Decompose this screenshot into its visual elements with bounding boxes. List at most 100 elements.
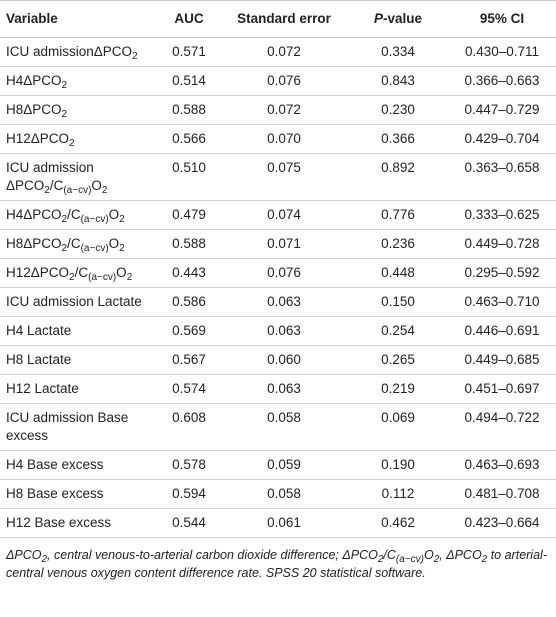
column-header: Variable	[0, 0, 158, 38]
variable-cell: H12 Base excess	[0, 508, 158, 538]
subscript: 2	[126, 272, 133, 283]
se-cell: 0.076	[220, 258, 348, 288]
variable-cell: ICU admission Base excess	[0, 403, 158, 451]
ci-cell: 0.430–0.711	[448, 37, 556, 67]
p-cell: 0.230	[348, 95, 448, 125]
text: ICU admission Lactate	[6, 294, 142, 309]
ci-cell: 0.449–0.728	[448, 229, 556, 259]
table-row: H4ΔPCO2/C(a−cv)O2 0.479 0.074 0.776 0.333–0.…	[0, 200, 556, 230]
footnote: ΔPCO2, central venous-to-arterial carbon…	[0, 538, 556, 582]
text: ΔPCO	[6, 548, 42, 562]
text: to arterial-central venous oxygen conten…	[6, 548, 547, 580]
variable-cell: H12ΔPCO2	[0, 124, 158, 154]
p-cell: 0.150	[348, 287, 448, 317]
text: /C	[383, 548, 396, 562]
header-row: Variable AUC Standard error P-value 95% CI	[0, 0, 556, 38]
table-row: H4 Base excess 0.578 0.059 0.190 0.463–0.693	[0, 450, 556, 480]
subscript: 2	[69, 272, 75, 283]
text: H4 Base excess	[6, 457, 104, 472]
variable-cell: H4ΔPCO2	[0, 66, 158, 96]
text: ICU admission ΔPCO	[6, 160, 94, 193]
text: Variable	[6, 11, 58, 26]
ci-cell: 0.366–0.663	[448, 66, 556, 96]
subscript: (a−cv)	[395, 554, 424, 565]
subscript: (a−cv)	[80, 243, 109, 254]
text: H8ΔPCO	[6, 102, 62, 117]
p-cell: 0.236	[348, 229, 448, 259]
text: ICU admissionΔPCO	[6, 44, 133, 59]
text: O	[423, 548, 434, 562]
variable-cell: H4 Base excess	[0, 450, 158, 480]
text: /C	[67, 207, 81, 222]
variable-cell: H4ΔPCO2/C(a−cv)O2	[0, 200, 158, 230]
text: H12ΔPCO	[6, 265, 70, 280]
p-cell: 0.892	[348, 153, 448, 201]
table-row: H12 Lactate 0.574 0.063 0.219 0.451–0.697	[0, 374, 556, 404]
subscript: 2	[377, 554, 384, 565]
text: O	[116, 265, 127, 280]
text: /C	[67, 236, 81, 251]
subscript: 2	[44, 185, 50, 196]
subscript: 2	[61, 243, 68, 254]
ci-cell: 0.463–0.710	[448, 287, 556, 317]
auc-cell: 0.479	[158, 200, 220, 230]
text: /C	[49, 178, 64, 193]
subscript: 2	[481, 554, 488, 565]
table-row: H8 Base excess 0.594 0.058 0.112 0.481–0.708	[0, 479, 556, 509]
text: 95% CI	[479, 11, 525, 26]
ci-cell: 0.451–0.697	[448, 374, 556, 404]
text: H8ΔPCO	[6, 236, 62, 251]
table-row: H8ΔPCO2 0.588 0.072 0.230 0.447–0.729	[0, 95, 556, 125]
variable-cell: ICU admission Lactate	[0, 287, 158, 317]
auc-cell: 0.569	[158, 316, 220, 346]
text: O	[108, 207, 120, 222]
table-row: H4ΔPCO2 0.514 0.076 0.843 0.366–0.663	[0, 66, 556, 96]
subscript: 2	[119, 214, 125, 225]
se-cell: 0.063	[220, 374, 348, 404]
se-cell: 0.059	[220, 450, 348, 480]
se-cell: 0.076	[220, 66, 348, 96]
subscript: (a−cv)	[80, 214, 109, 225]
se-cell: 0.063	[220, 316, 348, 346]
table-row: ICU admission Lactate 0.586 0.063 0.150 0.46…	[0, 287, 556, 317]
se-cell: 0.074	[220, 200, 348, 230]
subscript: 2	[69, 138, 75, 149]
auc-cell: 0.586	[158, 287, 220, 317]
se-cell: 0.061	[220, 508, 348, 538]
table-row: H12ΔPCO2 0.566 0.070 0.366 0.429–0.704	[0, 124, 556, 154]
variable-cell: ICU admissionΔPCO2	[0, 37, 158, 67]
auc-cell: 0.514	[158, 66, 220, 96]
results-table: Variable AUC Standard error P-value 95% CI I…	[0, 0, 556, 538]
auc-cell: 0.578	[158, 450, 220, 480]
text: H4ΔPCO	[6, 207, 62, 222]
p-cell: 0.448	[348, 258, 448, 288]
table-row: H8 Lactate 0.567 0.060 0.265 0.449–0.685	[0, 345, 556, 375]
ci-cell: 0.463–0.693	[448, 450, 556, 480]
p-cell: 0.254	[348, 316, 448, 346]
ci-cell: 0.333–0.625	[448, 200, 556, 230]
ci-cell: 0.423–0.664	[448, 508, 556, 538]
subscript: 2	[119, 243, 125, 254]
p-cell: 0.069	[348, 403, 448, 451]
table-row: ICU admission Base excess 0.608 0.058 0.069…	[0, 403, 556, 451]
column-header: P-value	[348, 0, 448, 38]
subscript: 2	[101, 185, 108, 196]
table-row: H12 Base excess 0.544 0.061 0.462 0.423–0.66…	[0, 508, 556, 538]
text: , central venous-to-arterial carbon diox…	[47, 548, 378, 562]
auc-cell: 0.588	[158, 95, 220, 125]
auc-cell: 0.544	[158, 508, 220, 538]
auc-cell: 0.588	[158, 229, 220, 259]
p-cell: 0.190	[348, 450, 448, 480]
text: /C	[74, 265, 89, 280]
se-cell: 0.063	[220, 287, 348, 317]
text: O	[108, 236, 120, 251]
variable-cell: H12 Lactate	[0, 374, 158, 404]
auc-cell: 0.443	[158, 258, 220, 288]
auc-cell: 0.574	[158, 374, 220, 404]
p-cell: 0.462	[348, 508, 448, 538]
ci-cell: 0.481–0.708	[448, 479, 556, 509]
ci-cell: 0.447–0.729	[448, 95, 556, 125]
variable-cell: H8 Base excess	[0, 479, 158, 509]
variable-cell: H8ΔPCO2/C(a−cv)O2	[0, 229, 158, 259]
